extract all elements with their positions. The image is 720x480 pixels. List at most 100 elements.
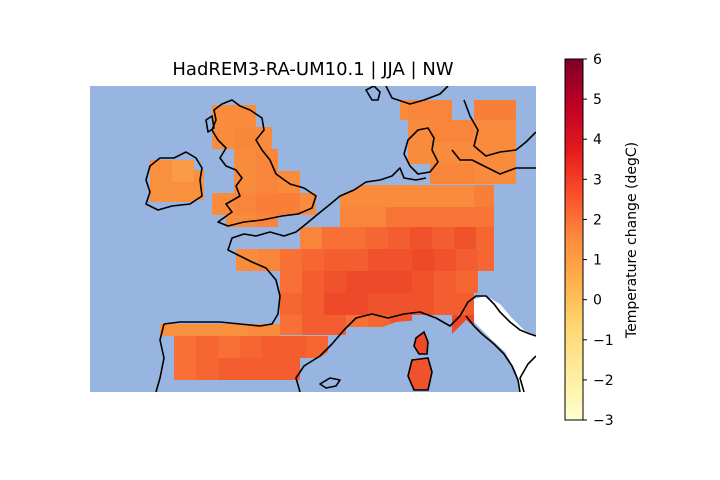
colorbar-tick-label: 0 [593,293,602,309]
france-west-coast [163,205,329,327]
grid-cell [174,358,196,380]
sardinia [407,357,433,391]
balearic-islands [319,377,341,389]
grid-cell [364,185,386,207]
ireland-coast [145,151,203,211]
colorbar-tick-label: 6 [593,52,602,68]
grid-cell [346,315,368,327]
land-base [468,296,536,392]
denmark-coast [403,127,439,175]
grid-cell [432,227,454,249]
grid-cell [302,249,324,271]
continent-north-coast [327,167,427,207]
temperature-grid [150,100,516,392]
grid-cell [182,322,204,336]
grid-cell [388,227,410,249]
grid-cell [280,293,302,315]
map-title: HadREM3-RA-UM10.1 | JJA | NW [172,59,454,80]
grid-cell [218,358,240,380]
grid-cell [212,105,234,127]
grid-cell [302,271,324,293]
grid-cell [194,170,204,200]
grid-cell [474,100,496,120]
grid-cell [284,336,306,358]
britain-coast [211,99,317,227]
grid-cell [324,315,346,335]
colorbar-tick-label: −3 [593,413,614,429]
grid-cell [160,322,182,336]
grid-cell [408,142,430,164]
grid-cell [412,271,434,293]
grid-cell [456,293,474,315]
hebrides-islands [205,115,215,133]
grid-cell [366,227,388,249]
grid-cell [302,293,324,315]
grid-cell [456,249,478,271]
grid-cell [452,185,474,207]
grid-cell [262,358,284,380]
grid-cell [474,185,494,207]
grid-cell [302,315,324,335]
mediterranean-sea [300,320,520,392]
colorbar-tick-label: −1 [593,333,614,349]
grid-cell [174,336,196,358]
grid-cell [368,315,390,327]
grid-cell [280,271,302,293]
grid-cell [474,142,496,164]
grid-cell [278,171,300,193]
grid-cell [430,164,452,184]
grid-cell [476,227,494,249]
grid-cell [368,249,390,271]
colorbar-tick-label: 4 [593,132,602,148]
grid-cell [452,120,474,142]
colorbar-tick-label: 1 [593,253,602,269]
grid-cell [452,207,474,227]
north-sea [316,86,400,210]
grid-cell [234,127,256,149]
grid-cell [386,185,408,207]
grid-cell [452,164,474,184]
grid-cell [300,227,322,249]
corsica [413,330,429,355]
grid-cell [258,249,280,271]
grid-cell [412,249,434,271]
grid-cell [368,293,390,315]
grid-cell [278,193,300,215]
grid-cell [172,160,194,182]
colorbar-label: Temperature change (degC) [624,142,640,339]
grid-cell [364,207,386,227]
grid-cell [386,207,408,227]
grid-cell [256,149,278,171]
italy-landmass [468,296,536,392]
grid-cell [454,227,476,249]
grid-cell [496,100,516,120]
norway-coast [385,86,449,105]
grid-cell [240,336,262,358]
grid-cell [150,182,172,202]
colorbar-tick-label: 2 [593,212,602,228]
grid-cell [408,207,430,227]
grid-cell [240,358,262,380]
colorbar: 6 5 4 3 2 1 0 −1 −2 −3 Temperature change (degC) [564,52,640,429]
grid-cell [150,160,172,182]
map-area [90,86,536,392]
grid-cell [408,100,430,120]
grid-cell [434,293,456,315]
mediterranean-coast [295,295,536,392]
grid-cell [324,293,346,315]
grid-cell [430,120,452,142]
shetland-islands [365,86,381,101]
grid-cell [226,322,248,336]
colorbar-gradient [564,58,584,421]
iberia-west-coast [155,323,165,392]
grid-cell [390,293,412,315]
grid-cell [204,322,226,336]
grid-cell [410,227,432,249]
grid-cell [234,149,256,171]
grid-cell [256,171,278,193]
grid-cell [474,207,494,227]
grid-cell [256,193,278,215]
grid-cell [496,120,516,142]
colorbar-ticks: 6 5 4 3 2 1 0 −1 −2 −3 [583,52,614,429]
grid-cell [284,358,300,380]
